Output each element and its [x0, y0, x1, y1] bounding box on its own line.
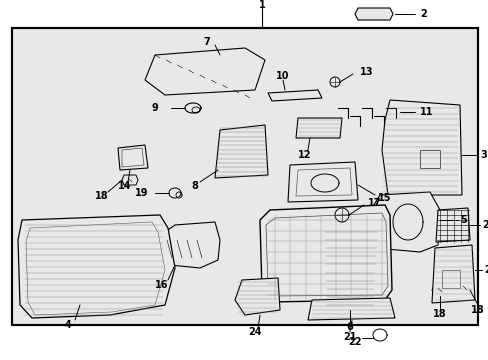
- Text: 2: 2: [419, 9, 426, 19]
- Polygon shape: [456, 283, 472, 293]
- Text: 24: 24: [248, 327, 261, 337]
- Text: 12: 12: [298, 150, 311, 160]
- Text: 20: 20: [483, 265, 488, 275]
- Text: 10: 10: [276, 71, 289, 81]
- Text: 19: 19: [134, 188, 148, 198]
- Text: 18: 18: [470, 305, 484, 315]
- Polygon shape: [122, 175, 138, 185]
- Text: 8: 8: [191, 181, 198, 191]
- Polygon shape: [122, 148, 143, 167]
- Text: 14: 14: [118, 181, 131, 191]
- Text: 3: 3: [479, 150, 486, 160]
- Polygon shape: [260, 205, 391, 302]
- Text: 15: 15: [377, 193, 391, 203]
- Text: 18: 18: [432, 309, 446, 319]
- Text: 9: 9: [151, 103, 158, 113]
- Text: 21: 21: [343, 332, 356, 342]
- Polygon shape: [319, 225, 381, 310]
- Text: 7: 7: [203, 37, 209, 47]
- Text: 17: 17: [367, 198, 381, 208]
- Text: 11: 11: [419, 107, 433, 117]
- Polygon shape: [307, 298, 394, 320]
- Polygon shape: [145, 48, 264, 95]
- Polygon shape: [118, 145, 148, 170]
- Bar: [12, 28, 477, 325]
- Text: 5: 5: [459, 215, 466, 225]
- Polygon shape: [235, 278, 280, 315]
- Polygon shape: [354, 8, 392, 20]
- Polygon shape: [18, 215, 175, 318]
- Polygon shape: [435, 208, 469, 242]
- Polygon shape: [215, 125, 267, 178]
- Text: 1: 1: [258, 0, 265, 10]
- Bar: [419, 150, 439, 168]
- Polygon shape: [367, 192, 439, 252]
- Text: 6: 6: [346, 322, 353, 332]
- Polygon shape: [431, 245, 474, 303]
- Polygon shape: [295, 118, 341, 138]
- Polygon shape: [295, 168, 351, 196]
- Polygon shape: [267, 90, 321, 101]
- Text: 23: 23: [481, 220, 488, 230]
- Text: 18: 18: [95, 191, 109, 201]
- Text: 4: 4: [64, 320, 71, 330]
- Polygon shape: [431, 285, 447, 295]
- Text: 13: 13: [359, 67, 373, 77]
- Polygon shape: [162, 222, 220, 268]
- Bar: [441, 270, 459, 288]
- Polygon shape: [287, 162, 357, 202]
- Text: 16: 16: [155, 280, 168, 290]
- Text: 22: 22: [347, 337, 361, 347]
- Bar: [12, 28, 477, 325]
- Polygon shape: [381, 100, 461, 195]
